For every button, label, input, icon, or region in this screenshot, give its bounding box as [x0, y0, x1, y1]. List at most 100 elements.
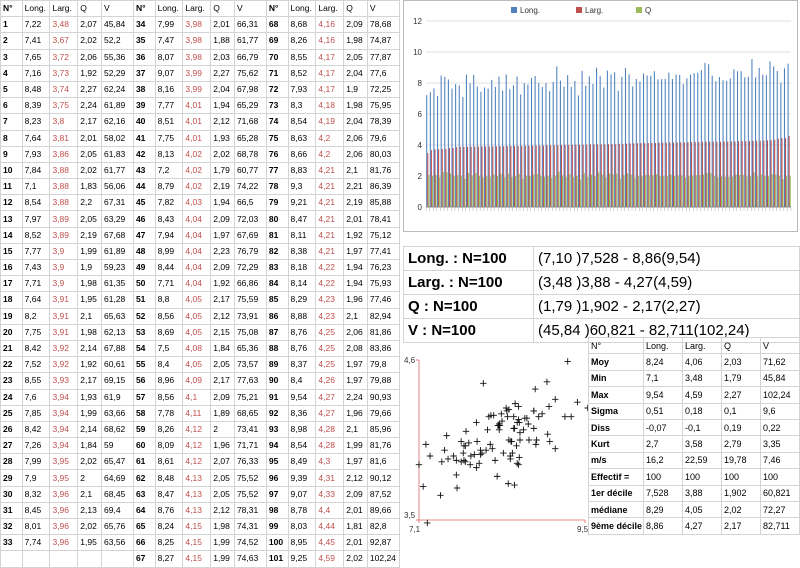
bar-long [574, 80, 576, 207]
bar-larg [698, 141, 700, 207]
bar-q [713, 175, 715, 207]
row-number: 4 [0, 64, 23, 82]
stats-column-header: Q [721, 336, 761, 355]
row-number: 36 [132, 48, 156, 66]
scatter-point [484, 426, 491, 434]
table-cell: 2,1 [77, 485, 102, 503]
bar-q [435, 175, 437, 207]
bar-q [583, 173, 585, 207]
bar-larg [626, 143, 628, 207]
scatter-point [510, 425, 517, 432]
bar-larg [463, 146, 465, 207]
scatter-point [460, 449, 467, 457]
table-cell: 7,78 [154, 404, 184, 422]
bar-q [666, 176, 668, 207]
table-cell: 3,48 [49, 16, 79, 34]
row-number: 83 [265, 258, 289, 277]
bar-larg [510, 145, 512, 207]
table-cell: 1,99 [77, 404, 102, 422]
bar-q [496, 176, 499, 207]
bar-long [437, 96, 439, 207]
bar-larg [550, 145, 552, 207]
bar-long [588, 76, 590, 207]
table-cell: 4,15 [182, 534, 212, 552]
bar-q [540, 175, 542, 207]
bar-q [428, 174, 430, 207]
table-cell: 45,84 [101, 16, 134, 34]
table-cell: 63,29 [101, 210, 134, 228]
bar-long [751, 59, 753, 207]
table-cell: 81,76 [366, 161, 401, 180]
bar-larg [582, 144, 584, 207]
bar-long [476, 86, 478, 207]
table-row: 32 8,01 3,96 2,02 65,76 65 8,24 4,15 1,98 74,31 99… [0, 517, 401, 536]
row-number: 27 [0, 437, 23, 455]
legend-label: Larg. [585, 6, 603, 15]
stats-cell: 3,48 [682, 369, 722, 388]
legend-label: Long. [520, 6, 540, 15]
scatter-point [561, 413, 569, 420]
table-cell: 1,99 [343, 437, 368, 455]
table-cell: 2,09 [343, 485, 368, 503]
scatter-point [515, 403, 522, 410]
stats-cell: 1,902 [721, 484, 761, 502]
table-cell: 2,15 [210, 323, 235, 341]
bar-long [527, 84, 529, 207]
table-cell: 3,96 [49, 501, 79, 520]
table-header-row: N° Long. Larg. Q V N° Long. Larg. Q V N° Long. Larg.… [0, 0, 401, 18]
scatter-point [450, 452, 457, 460]
stats-label: Effectif = [588, 468, 644, 486]
table-cell: 2,02 [77, 517, 102, 536]
table-cell: 8,79 [154, 178, 184, 196]
bar-q [630, 174, 632, 207]
bar-larg [759, 140, 761, 207]
table-cell: 8,4 [287, 372, 317, 390]
table-cell: 2,12 [210, 307, 235, 325]
bar-long [729, 78, 731, 207]
bar-q [637, 176, 639, 207]
table-cell: 72,03 [233, 210, 267, 228]
row-number: 34 [132, 16, 156, 34]
table-cell: 7,75 [154, 129, 184, 147]
row-number: 11 [0, 178, 23, 196]
scatter-point [513, 442, 520, 450]
table-cell: 1,94 [210, 97, 235, 115]
bar-long [643, 73, 645, 207]
table-cell: 8,49 [287, 453, 317, 471]
table-cell: 7,5 [154, 339, 184, 358]
bar-long [538, 82, 540, 207]
bar-q [515, 176, 517, 207]
bar-q [529, 176, 531, 207]
row-number: 24 [0, 388, 23, 406]
row-number: 12 [0, 194, 23, 212]
row-number: 68 [265, 16, 289, 34]
stats-label: Kurt [588, 435, 644, 453]
bar-q [507, 173, 509, 207]
row-number: 92 [265, 404, 289, 422]
scatter-point [441, 446, 448, 454]
bar-q [739, 175, 741, 207]
summary-row: Larg. : N=100 (3,48 )3,88 - 4,27(4,59) [403, 270, 800, 295]
bar-q [742, 174, 744, 207]
table-cell: 8,03 [287, 517, 317, 536]
table-cell: 8,14 [287, 275, 317, 293]
row-number: 67 [132, 550, 156, 568]
bar-long [570, 86, 572, 208]
bar-larg [604, 144, 606, 207]
row-number: 97 [265, 485, 289, 503]
bar-q [695, 175, 697, 207]
scatter-point [496, 420, 503, 428]
table-cell: 69,4 [101, 501, 134, 520]
scatter-point [511, 400, 519, 407]
scatter-point [496, 422, 504, 429]
table-cell: 75,21 [233, 388, 267, 406]
row-number: 101 [265, 550, 289, 568]
table-cell: 1,96 [343, 404, 368, 422]
table-cell: 3,72 [49, 48, 79, 66]
bar-q [449, 173, 452, 207]
bar-long [639, 81, 641, 207]
table-row: 7 8,23 3,8 2,17 62,16 40 8,51 4,01 2,12 71,68 74 8,… [0, 113, 401, 131]
scatter-point [477, 446, 484, 454]
stats-cell: 3,35 [760, 435, 800, 453]
bar-larg [467, 146, 469, 207]
